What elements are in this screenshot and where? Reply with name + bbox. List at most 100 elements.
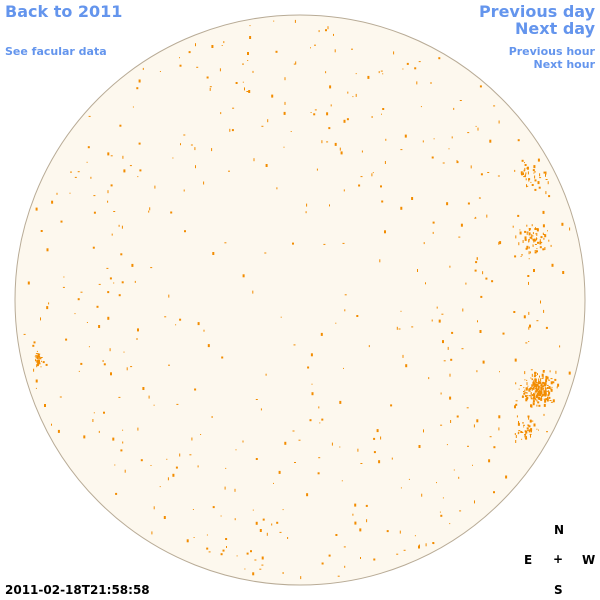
facula-dot bbox=[530, 434, 531, 438]
facula-dot bbox=[528, 326, 530, 330]
facula-dot bbox=[36, 350, 38, 352]
facula-dot bbox=[373, 437, 376, 440]
facula-dot bbox=[529, 387, 532, 390]
facula-dot bbox=[252, 572, 255, 576]
facula-dot bbox=[405, 364, 408, 368]
facula-dot bbox=[527, 424, 530, 426]
facula-dot bbox=[527, 415, 530, 418]
facula-dot bbox=[520, 256, 522, 257]
facula-dot bbox=[540, 300, 541, 304]
facula-dot bbox=[531, 373, 533, 377]
facula-dot bbox=[406, 62, 409, 65]
facula-dot bbox=[316, 168, 318, 171]
facula-dot bbox=[236, 555, 238, 557]
facula-dot bbox=[461, 348, 464, 350]
facula-dot bbox=[179, 318, 182, 321]
facula-dot bbox=[498, 120, 500, 124]
facula-dot bbox=[32, 344, 35, 347]
facula-dot bbox=[317, 472, 320, 475]
facula-dot bbox=[529, 324, 531, 328]
facula-dot bbox=[63, 276, 65, 278]
facula-dot bbox=[519, 385, 522, 386]
facula-dot bbox=[188, 51, 191, 54]
next-day-link[interactable]: Next day bbox=[515, 19, 595, 38]
facula-dot bbox=[474, 217, 477, 219]
facula-dot bbox=[465, 282, 467, 285]
facula-dot bbox=[545, 375, 548, 379]
facula-dot bbox=[120, 449, 123, 452]
facula-dot bbox=[106, 267, 109, 269]
next-hour-link[interactable]: Next hour bbox=[533, 58, 596, 71]
facula-dot bbox=[300, 576, 302, 580]
facula-dot bbox=[292, 430, 295, 432]
facula-dot bbox=[284, 101, 286, 105]
facula-dot bbox=[380, 436, 382, 440]
facula-dot bbox=[255, 399, 258, 400]
facula-dot bbox=[307, 366, 310, 369]
facula-dot bbox=[276, 187, 278, 190]
facula-dot bbox=[65, 338, 68, 341]
facula-dot bbox=[516, 415, 518, 418]
facula-dot bbox=[440, 514, 443, 517]
previous-day-link[interactable]: Previous day bbox=[478, 2, 595, 21]
facula-dot bbox=[209, 87, 211, 91]
facula-dot bbox=[385, 138, 387, 141]
facula-dot bbox=[534, 250, 537, 252]
facula-dot bbox=[533, 238, 536, 242]
facula-dot bbox=[249, 36, 252, 39]
facula-dot bbox=[355, 73, 357, 75]
facula-dot bbox=[537, 386, 539, 389]
facula-dot bbox=[533, 380, 534, 382]
facula-dot bbox=[107, 200, 109, 203]
facula-dot bbox=[530, 369, 533, 371]
facula-dot bbox=[515, 435, 517, 438]
facula-dot bbox=[550, 244, 552, 247]
facula-dot bbox=[129, 165, 132, 167]
facula-dot bbox=[472, 464, 473, 466]
facula-dot bbox=[343, 367, 344, 369]
facula-dot bbox=[343, 119, 346, 123]
facula-dot bbox=[493, 446, 496, 449]
facula-dot bbox=[402, 68, 404, 70]
facula-dot bbox=[438, 319, 441, 323]
facula-dot bbox=[539, 393, 542, 397]
facula-dot bbox=[347, 91, 349, 94]
facula-dot bbox=[132, 106, 134, 108]
facula-dot bbox=[544, 247, 546, 250]
facula-dot bbox=[190, 144, 193, 146]
facula-dot bbox=[535, 233, 537, 235]
facula-dot bbox=[491, 280, 494, 283]
facula-dot bbox=[396, 326, 398, 330]
facula-dot bbox=[521, 438, 523, 440]
facula-dot bbox=[531, 184, 534, 186]
facula-dot bbox=[526, 231, 528, 235]
facula-dot bbox=[386, 530, 389, 533]
facula-dot bbox=[59, 396, 62, 398]
facula-dot bbox=[35, 354, 37, 356]
facular-data-link[interactable]: See facular data bbox=[5, 45, 107, 58]
back-to-year-link[interactable]: Back to 2011 bbox=[5, 2, 123, 21]
facula-dot bbox=[402, 354, 404, 358]
facula-dot bbox=[527, 425, 529, 427]
facula-dot bbox=[522, 395, 524, 397]
facula-dot bbox=[537, 373, 538, 376]
facula-dot bbox=[46, 306, 49, 310]
facula-dot bbox=[361, 150, 363, 153]
previous-hour-link[interactable]: Previous hour bbox=[508, 45, 595, 58]
facula-dot bbox=[351, 48, 353, 50]
facula-dot bbox=[98, 325, 101, 328]
facula-dot bbox=[242, 274, 245, 278]
facula-dot bbox=[546, 390, 548, 392]
facula-dot bbox=[562, 271, 565, 274]
facula-dot bbox=[421, 493, 423, 497]
facula-dot bbox=[545, 378, 547, 381]
facula-dot bbox=[220, 553, 223, 556]
facula-dot bbox=[35, 387, 37, 389]
facula-dot bbox=[526, 395, 528, 397]
facula-dot bbox=[480, 295, 483, 298]
facula-dot bbox=[433, 543, 435, 545]
facula-dot bbox=[545, 388, 547, 391]
facula-dot bbox=[535, 378, 537, 382]
facula-dot bbox=[260, 408, 262, 411]
facula-dot bbox=[544, 392, 547, 396]
